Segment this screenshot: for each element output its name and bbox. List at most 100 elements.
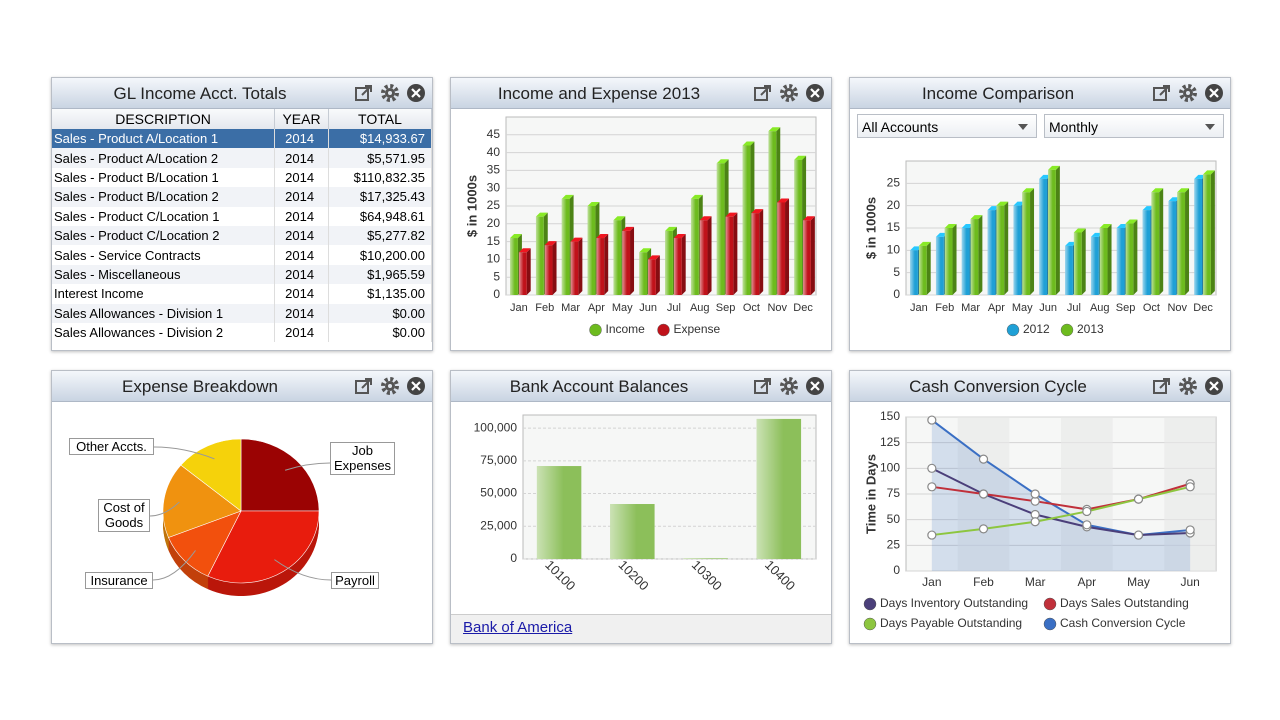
panel-header: Expense Breakdown xyxy=(52,371,432,402)
settings-icon[interactable] xyxy=(380,83,400,103)
close-icon[interactable] xyxy=(1204,376,1224,396)
bar-top xyxy=(1022,188,1035,193)
popout-icon[interactable] xyxy=(354,376,374,396)
close-icon[interactable] xyxy=(406,376,426,396)
y-tick-label: 25 xyxy=(487,198,501,212)
table-cell: Sales Allowances - Division 1 xyxy=(52,303,276,323)
bar-shine xyxy=(535,216,544,295)
bar-shine xyxy=(1177,192,1186,295)
bar-top xyxy=(665,226,677,231)
popout-icon[interactable] xyxy=(753,376,773,396)
legend-swatch xyxy=(589,323,602,337)
panel: Bank Account Balances 0 25,000 50,000 75,00… xyxy=(450,370,832,644)
bar-shine xyxy=(587,206,596,295)
y-tick-label: 75,000 xyxy=(480,453,517,467)
x-tick-label: Jan xyxy=(910,302,928,314)
bar-shine xyxy=(596,238,605,295)
bar-shine xyxy=(1039,178,1048,295)
y-tick-label: 5 xyxy=(893,265,900,279)
legend-swatch xyxy=(863,597,877,611)
table-cell: Sales - Product C/Location 2 xyxy=(52,225,276,246)
table-cell: 2014 xyxy=(274,129,329,149)
y-tick-label: 0 xyxy=(493,287,500,301)
settings-icon[interactable] xyxy=(779,83,799,103)
popout-icon[interactable] xyxy=(753,83,773,103)
column-header: YEAR xyxy=(274,108,329,129)
table-cell: $1,135.00 xyxy=(328,284,432,304)
bar-shine xyxy=(665,230,673,295)
settings-icon[interactable] xyxy=(1178,83,1198,103)
bar-shine xyxy=(1073,232,1082,295)
bar-top xyxy=(639,248,652,253)
panel-title: Income and Expense 2013 xyxy=(497,84,701,103)
table-cell: 2014 xyxy=(274,167,329,188)
bar-top xyxy=(794,155,807,160)
settings-icon[interactable] xyxy=(380,376,400,396)
bar-shine xyxy=(987,210,996,295)
bar-shine xyxy=(1065,245,1073,295)
close-icon[interactable] xyxy=(805,376,825,396)
column-header: DESCRIPTION xyxy=(52,108,276,129)
legend-label: Cash Conversion Cycle xyxy=(1060,616,1186,630)
panel-title: Cash Conversion Cycle xyxy=(909,377,1087,396)
bar-shine xyxy=(716,163,725,295)
table-cell: 2014 xyxy=(274,264,329,285)
panel-title: Expense Breakdown xyxy=(122,377,278,396)
link[interactable]: Bank of America xyxy=(463,619,573,636)
bar-side xyxy=(926,241,931,295)
bar-side xyxy=(952,224,957,295)
panel-footer: Bank of America xyxy=(451,614,831,643)
point xyxy=(1082,506,1092,517)
x-tick-label: Apr xyxy=(988,302,1005,314)
y-tick-label: 10 xyxy=(887,243,901,257)
point xyxy=(1030,489,1040,499)
panel-title: Income Comparison xyxy=(921,84,1075,103)
bar-shine xyxy=(1013,205,1022,295)
bar-top xyxy=(1151,188,1164,193)
table-row: Sales - Product B/Location 2 2014 $17,325.… xyxy=(52,187,432,207)
bar-shine xyxy=(918,245,927,295)
chart: 0 5 10 15 20 25 $ in 1000s Jan Feb Mar Apr May Jun Ju… xyxy=(863,160,1217,337)
bar-shine xyxy=(935,236,944,295)
legend-swatch xyxy=(1043,617,1057,631)
close-icon[interactable] xyxy=(1204,83,1224,103)
bar-shine xyxy=(756,418,802,559)
y-tick-label: 50,000 xyxy=(480,486,517,500)
close-icon[interactable] xyxy=(406,83,426,103)
chart: 0 25 50 75 100 125 150 Time in Days Jan Feb Mar Apr… xyxy=(863,409,1217,631)
close-icon[interactable] xyxy=(805,83,825,103)
bar-side xyxy=(578,237,583,295)
popout-icon[interactable] xyxy=(354,83,374,103)
table-cell: 2014 xyxy=(274,303,329,323)
panel-header: Bank Account Balances xyxy=(451,371,831,402)
settings-icon[interactable] xyxy=(779,376,799,396)
x-tick-label: Mar xyxy=(561,302,580,314)
y-tick-label: 75 xyxy=(887,486,901,500)
x-tick-label: Aug xyxy=(1090,302,1110,314)
table-cell: $5,277.82 xyxy=(328,225,432,246)
settings-icon[interactable] xyxy=(1178,376,1198,396)
bar-shine xyxy=(777,202,786,295)
bar-side xyxy=(707,216,712,295)
panel: Cash Conversion Cycle 0 25 50 75 100 125 150 Ti… xyxy=(849,370,1231,644)
bar-top xyxy=(944,224,957,228)
dropdown[interactable]: All Accounts xyxy=(857,114,1037,138)
pie-slice xyxy=(162,464,242,538)
legend-label: Income xyxy=(606,322,646,336)
legend-label: 2012 xyxy=(1023,322,1050,336)
table-row: Interest Income 2014 $1,135.00 xyxy=(52,284,432,304)
table-cell: $5,571.95 xyxy=(328,148,432,168)
popout-icon[interactable] xyxy=(1152,376,1172,396)
bar-shine xyxy=(1116,228,1125,295)
bar-shine xyxy=(910,250,918,295)
point xyxy=(1082,520,1092,530)
popout-icon[interactable] xyxy=(1152,83,1172,103)
x-tick-label: May xyxy=(612,302,633,314)
dropdown[interactable]: Monthly xyxy=(1044,114,1224,138)
x-tick-label: 10200 xyxy=(616,557,652,593)
bar-side xyxy=(1081,228,1086,295)
bar-shine xyxy=(639,252,648,295)
table-cell: Sales - Miscellaneous xyxy=(52,264,276,285)
bar-side xyxy=(785,198,790,295)
bar-side xyxy=(1004,201,1009,295)
